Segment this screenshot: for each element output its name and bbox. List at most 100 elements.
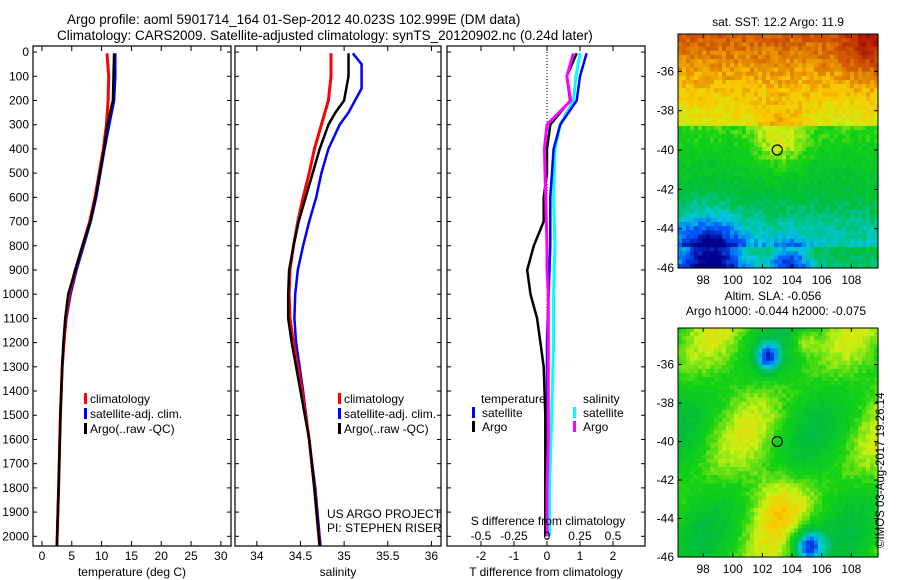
heatmap-cell: [726, 100, 731, 106]
heatmap-cell: [842, 121, 847, 127]
heatmap-cell: [842, 159, 847, 165]
heatmap-cell: [774, 197, 779, 202]
heatmap-cell: [802, 364, 807, 370]
heatmap-cell: [738, 259, 743, 265]
heatmap-cell: [786, 167, 791, 173]
heatmap-cell: [746, 413, 751, 419]
heatmap-cell: [746, 34, 751, 39]
heatmap-cell: [822, 389, 827, 394]
heatmap-cell: [846, 450, 851, 456]
heatmap-cell: [702, 205, 707, 211]
heatmap-cell: [678, 134, 683, 140]
heatmap-cell: [830, 348, 835, 354]
heatmap-cell: [790, 336, 795, 341]
heatmap-cell: [794, 96, 799, 102]
heatmap-cell: [842, 397, 847, 403]
heatmap-cell: [866, 146, 871, 152]
heatmap-cell: [758, 373, 763, 378]
heatmap-cell: [742, 109, 747, 114]
heatmap-cell: [810, 59, 815, 64]
heatmap-cell: [826, 105, 831, 110]
heatmap-cell: [718, 34, 723, 39]
heatmap-cell: [686, 247, 691, 252]
heatmap-cell: [726, 113, 731, 119]
heatmap-cell: [810, 134, 815, 140]
heatmap-cell: [870, 336, 875, 341]
heatmap-cell: [858, 247, 863, 252]
heatmap-cell: [758, 393, 763, 399]
heatmap-cell: [682, 125, 687, 131]
heatmap-cell: [754, 263, 759, 269]
heatmap-cell: [834, 54, 839, 60]
heatmap-cell: [842, 348, 847, 354]
heatmap-cell: [862, 84, 867, 89]
heatmap-cell: [746, 263, 751, 269]
heatmap-cell: [766, 71, 771, 77]
heatmap-cell: [770, 247, 775, 252]
heatmap-cell: [802, 238, 807, 244]
heatmap-cell: [678, 46, 683, 52]
heatmap-cell: [778, 471, 783, 476]
heatmap-cell: [754, 377, 759, 382]
heatmap-cell: [702, 213, 707, 219]
heatmap-cell: [786, 138, 791, 144]
heatmap-cell: [714, 397, 719, 403]
heatmap-cell: [786, 125, 791, 131]
heatmap-cell: [678, 413, 683, 419]
heatmap-cell: [814, 109, 819, 114]
heatmap-cell: [850, 197, 855, 202]
heatmap-cell: [750, 405, 755, 411]
heatmap-cell: [778, 242, 783, 248]
heatmap-cell: [746, 368, 751, 374]
heatmap-cell: [814, 230, 819, 236]
heatmap-cell: [746, 373, 751, 378]
heatmap-cell: [782, 438, 787, 444]
heatmap-cell: [706, 430, 711, 435]
heatmap-cell: [870, 113, 875, 119]
heatmap-cell: [818, 409, 823, 415]
heatmap-cell: [738, 344, 743, 350]
heatmap-cell: [774, 180, 779, 186]
heatmap-cell: [730, 405, 735, 411]
heatmap-cell: [702, 184, 707, 190]
heatmap-cell: [710, 226, 715, 231]
heatmap-cell: [782, 401, 787, 407]
heatmap-cell: [842, 142, 847, 148]
heatmap-cell: [854, 54, 859, 60]
heatmap-cell: [874, 84, 879, 89]
heatmap-cell: [870, 34, 875, 39]
heatmap-cell: [786, 113, 791, 119]
heatmap-cell: [686, 117, 691, 123]
heatmap-cell: [750, 146, 755, 152]
heatmap-cell: [682, 84, 687, 89]
heatmap-cell: [858, 63, 863, 69]
heatmap-cell: [798, 184, 803, 190]
heatmap-cell: [746, 100, 751, 106]
heatmap-cell: [702, 368, 707, 374]
heatmap-cell: [858, 201, 863, 206]
heatmap-cell: [806, 34, 811, 39]
legend-label: Argo: [583, 420, 609, 434]
heatmap-cell: [822, 479, 827, 484]
heatmap-cell: [706, 67, 711, 73]
heatmap-cell: [802, 450, 807, 456]
heatmap-cell: [778, 117, 783, 123]
heatmap-cell: [770, 96, 775, 102]
heatmap-cell: [726, 105, 731, 110]
heatmap-cell: [818, 59, 823, 64]
heatmap-cell: [730, 142, 735, 148]
heatmap-cell: [722, 328, 727, 333]
heatmap-cell: [742, 42, 747, 48]
heatmap-cell: [690, 213, 695, 219]
heatmap-cell: [718, 438, 723, 444]
heatmap-cell: [766, 46, 771, 52]
heatmap-cell: [782, 222, 787, 227]
y-tick-label: 600: [9, 190, 29, 204]
heatmap-cell: [778, 46, 783, 52]
heatmap-cell: [754, 438, 759, 444]
heatmap-cell: [778, 430, 783, 435]
heatmap-cell: [858, 462, 863, 468]
heatmap-cell: [818, 171, 823, 177]
heatmap-cell: [806, 138, 811, 144]
heatmap-cell: [846, 226, 851, 231]
